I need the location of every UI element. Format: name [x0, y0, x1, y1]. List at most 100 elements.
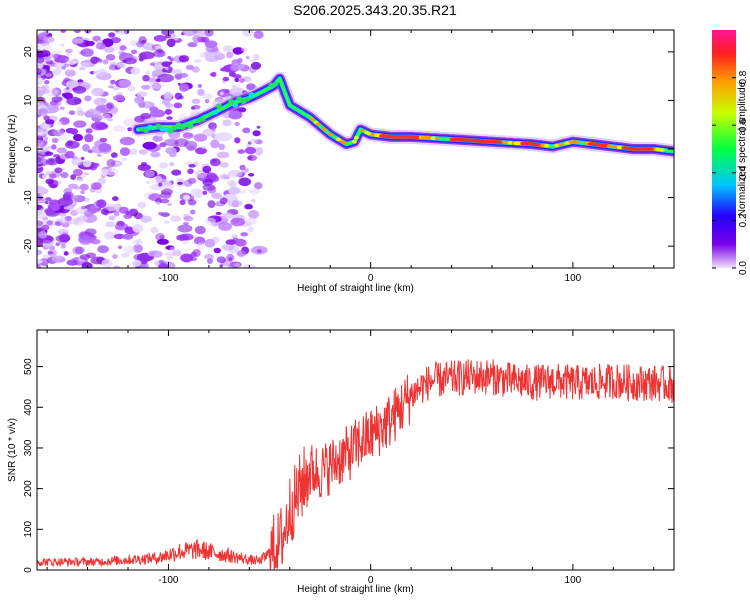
snr-y-tick-label: 300 — [23, 439, 34, 456]
heatmap-ridge-peak — [272, 81, 279, 87]
snr-panel: -100 0 100 0 100 200 300 400 500 Height of strai… — [7, 329, 675, 595]
heatmap-noise-cell — [47, 157, 59, 166]
heatmap-noise-cell — [232, 237, 239, 241]
heatmap-noise-cell — [140, 112, 152, 119]
heatmap-noise-cell — [142, 42, 154, 50]
heatmap-noise-cell — [60, 30, 66, 33]
heatmap-noise-cell — [76, 110, 86, 116]
heatmap-noise-cell — [190, 209, 196, 215]
heatmap-noise-cell — [120, 252, 130, 258]
heatmap-noise-cell — [218, 143, 225, 150]
heatmap-noise-cell — [222, 45, 234, 53]
heatmap-noise-cell — [106, 103, 113, 109]
heatmap-noise-cell — [45, 73, 52, 77]
heatmap-noise-cell — [70, 128, 79, 135]
heatmap-noise-cell — [73, 120, 87, 128]
heatmap-noise-cell — [256, 125, 261, 129]
heatmap-noise-cell — [55, 242, 60, 247]
heatmap-noise-cell — [204, 99, 210, 104]
heatmap-noise-cell — [179, 83, 190, 92]
heatmap-noise-cell — [118, 245, 122, 249]
heatmap-noise-cell — [234, 263, 241, 267]
heatmap-noise-cell — [160, 212, 170, 218]
heatmap-noise-cell — [214, 132, 233, 142]
heatmap-noise-cell — [72, 86, 87, 94]
heatmap-noise-cell — [174, 92, 183, 100]
heatmap-noise-cell — [249, 188, 260, 195]
heatmap-noise-cell — [64, 58, 69, 62]
heatmap-noise-cell — [227, 169, 243, 178]
heatmap-noise-cell — [237, 58, 243, 63]
heatmap-noise-cell — [156, 201, 160, 205]
heatmap-noise-cell — [63, 251, 69, 256]
heatmap-noise-cell — [192, 34, 202, 44]
snr-x-tick-label: 0 — [368, 575, 374, 586]
heatmap-noise-cell — [140, 257, 149, 265]
heatmap-noise-cell — [187, 168, 194, 175]
snr-y-axis-label: SNR (10 * v/v) — [7, 418, 18, 482]
heatmap-noise-cell — [195, 147, 207, 155]
heatmap-noise-cell — [45, 178, 54, 185]
colorbar-tick-label: 0.4 — [738, 165, 749, 179]
heatmap-noise-cell — [74, 246, 85, 255]
heatmap-ridge-peak — [507, 141, 513, 145]
heatmap-ridge-peak — [187, 123, 194, 129]
heatmap-noise-cell — [53, 53, 62, 59]
heatmap-noise-cell — [80, 62, 91, 69]
heatmap-noise-cell — [37, 76, 44, 85]
heatmap-noise-cell — [228, 257, 233, 261]
snr-frame — [36, 329, 675, 571]
heatmap-noise-cell — [108, 85, 115, 89]
heatmap-noise-cell — [82, 160, 92, 168]
heatmap-ridge-peak — [171, 125, 178, 131]
heatmap-noise-cell — [145, 180, 150, 185]
heatmap-noise-cell — [127, 85, 136, 92]
heatmap-noise-cell — [148, 193, 162, 202]
heatmap-noise-cell — [203, 165, 211, 170]
heatmap-noise-cell — [179, 233, 194, 241]
colorbar-tick-label: 0.6 — [738, 118, 749, 132]
heatmap-noise-cell — [222, 119, 232, 127]
heatmap-noise-cell — [73, 30, 81, 34]
heatmap-noise-cell — [234, 77, 240, 83]
heatmap-x-axis-label: Height of straight line (km) — [297, 283, 414, 294]
heatmap-noise-cell — [132, 260, 142, 267]
heatmap-noise-cell — [108, 32, 116, 38]
heatmap-ridge-peak — [434, 136, 440, 141]
heatmap-noise-cell — [133, 254, 144, 261]
heatmap-noise-cell — [239, 189, 246, 194]
snr-x-axis-label: Height of straight line (km) — [297, 584, 414, 595]
heatmap-ridge-peak — [216, 103, 222, 109]
heatmap-y-tick-label: -20 — [23, 238, 34, 253]
heatmap-noise-cell — [52, 129, 65, 136]
heatmap-noise-cell — [239, 78, 245, 83]
heatmap-noise-cell — [173, 102, 183, 109]
heatmap-noise-cell — [97, 245, 109, 254]
heatmap-noise-cell — [151, 73, 159, 78]
snr-y-tick-label: 200 — [23, 480, 34, 497]
heatmap-noise-cell — [60, 244, 67, 249]
heatmap-noise-cell — [149, 106, 159, 113]
heatmap-noise-cell — [234, 121, 240, 126]
heatmap-noise-cell — [205, 45, 219, 53]
heatmap-noise-cell — [101, 113, 112, 121]
heatmap-noise-cell — [114, 30, 120, 33]
heatmap-ridge-peak — [167, 128, 174, 134]
heatmap-noise-cell — [112, 254, 118, 259]
heatmap-noise-cell — [74, 186, 81, 190]
heatmap-noise-cell — [61, 66, 67, 70]
heatmap-noise-cell — [112, 125, 126, 132]
heatmap-noise-cell — [116, 224, 122, 230]
heatmap-noise-cell — [59, 217, 68, 226]
heatmap-noise-cell — [119, 136, 135, 146]
colorbar: 0.0 0.2 0.4 0.6 0.8 Normalized spectral ampl… — [712, 30, 749, 275]
heatmap-noise-cell — [178, 73, 189, 78]
heatmap-noise-cell — [84, 95, 92, 102]
heatmap-noise-cell — [202, 93, 214, 100]
heatmap-y-tick-label: 20 — [23, 46, 34, 58]
heatmap-noise-cell — [65, 86, 70, 90]
heatmap-noise-cell — [37, 210, 47, 220]
heatmap-ridge-peak — [236, 96, 243, 102]
heatmap-ridge-peak — [655, 147, 661, 152]
